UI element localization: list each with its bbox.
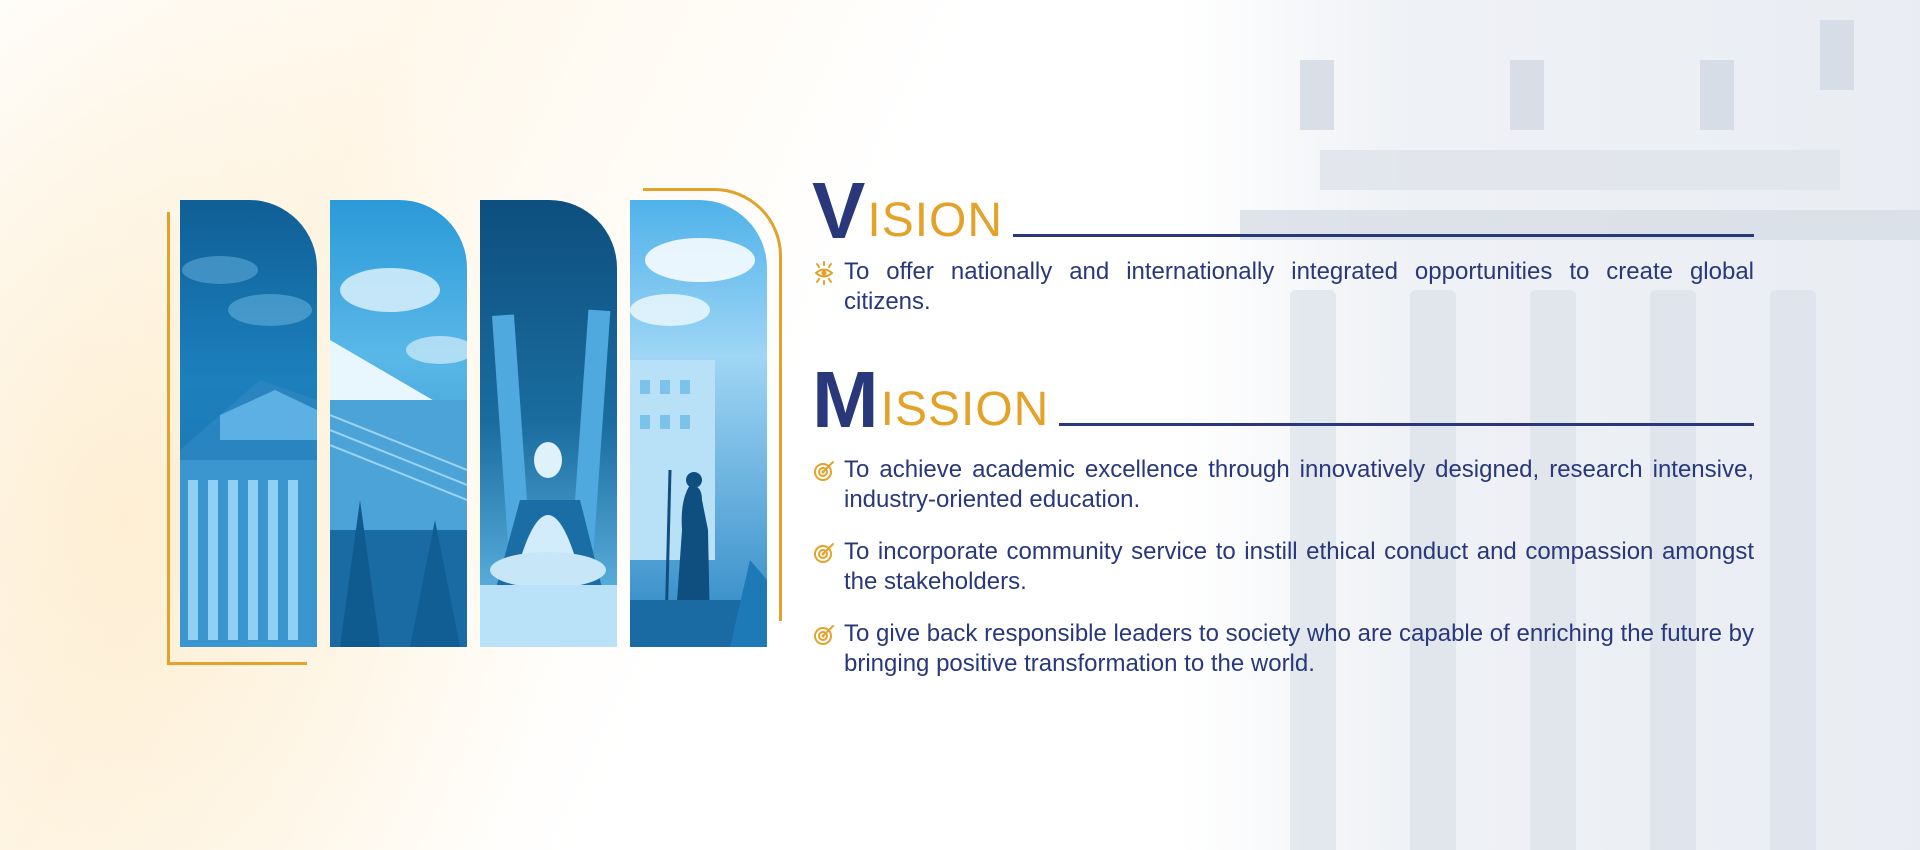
vision-title-rest: ISION [867,194,1004,247]
gandhi-statue-photo [630,200,767,647]
mission-text-1: To achieve academic excellence through i… [844,456,1754,513]
mission-title-rest: ISSION [880,383,1050,436]
mission-initial: M [812,355,879,444]
mission-item: To incorporate community service to inst… [812,537,1754,597]
campus-building-photo [180,200,317,647]
vision-text: To offer nationally and internationally … [844,258,1754,315]
mission-text-3: To give back responsible leaders to soci… [844,620,1754,677]
vision-heading: V ISION [812,166,1754,255]
mission-item: To give back responsible leaders to soci… [812,619,1754,679]
university-entrance-photo [330,200,467,647]
target-icon [812,537,844,597]
mission-item: To achieve academic excellence through i… [812,455,1754,515]
vision-initial: V [812,166,866,255]
target-icon [812,619,844,679]
mission-underline [1059,423,1754,426]
gold-frame-right [643,188,782,621]
mission-text-2: To incorporate community service to inst… [844,538,1754,595]
vision-item: To offer nationally and internationally … [812,257,1754,317]
vision-underline [1013,234,1754,237]
target-icon [812,455,844,515]
buddha-statue-photo [480,200,617,647]
gold-frame-left [167,212,307,665]
mission-heading: M ISSION [812,355,1754,444]
eye-icon [812,257,844,317]
